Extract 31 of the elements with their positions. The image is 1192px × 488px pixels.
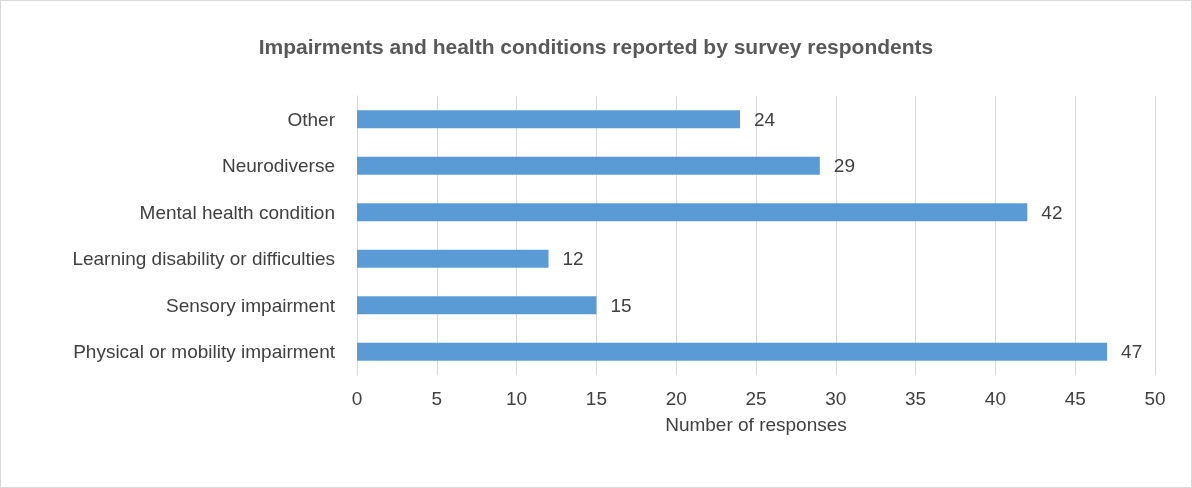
data-label: 12 xyxy=(562,248,584,270)
x-tick-label: 20 xyxy=(665,388,687,409)
data-label: 29 xyxy=(833,155,855,177)
bar xyxy=(357,203,1028,222)
chart-title: Impairments and health conditions reported by survey respondents xyxy=(258,35,934,58)
x-tick-label: 45 xyxy=(1064,388,1086,409)
x-axis-title: Number of responses xyxy=(665,414,847,435)
bar xyxy=(357,296,597,315)
bar xyxy=(357,249,549,268)
x-tick-label: 10 xyxy=(506,388,528,409)
y-tick-label: Sensory impairment xyxy=(166,294,336,316)
y-tick-label: Other xyxy=(287,108,336,130)
x-tick-label: 15 xyxy=(585,388,607,409)
data-label: 24 xyxy=(754,108,776,130)
y-tick-label: Neurodiverse xyxy=(222,155,335,177)
x-tick-label: 40 xyxy=(984,388,1006,409)
x-tick-label: 0 xyxy=(351,388,363,409)
x-tick-label: 35 xyxy=(905,388,927,409)
x-tick-label: 5 xyxy=(431,388,443,409)
x-tick-label: 50 xyxy=(1144,388,1166,409)
y-tick-label: Mental health condition xyxy=(139,201,335,223)
data-label: 47 xyxy=(1121,341,1143,363)
data-label: 42 xyxy=(1041,201,1063,223)
data-label: 15 xyxy=(610,294,632,316)
bar xyxy=(357,110,741,129)
y-tick-label: Learning disability or difficulties xyxy=(72,248,335,270)
x-tick-label: 25 xyxy=(745,388,767,409)
bar xyxy=(357,156,820,175)
bar xyxy=(357,342,1108,361)
x-tick-label: 30 xyxy=(825,388,847,409)
y-tick-label: Physical or mobility impairment xyxy=(73,341,336,363)
